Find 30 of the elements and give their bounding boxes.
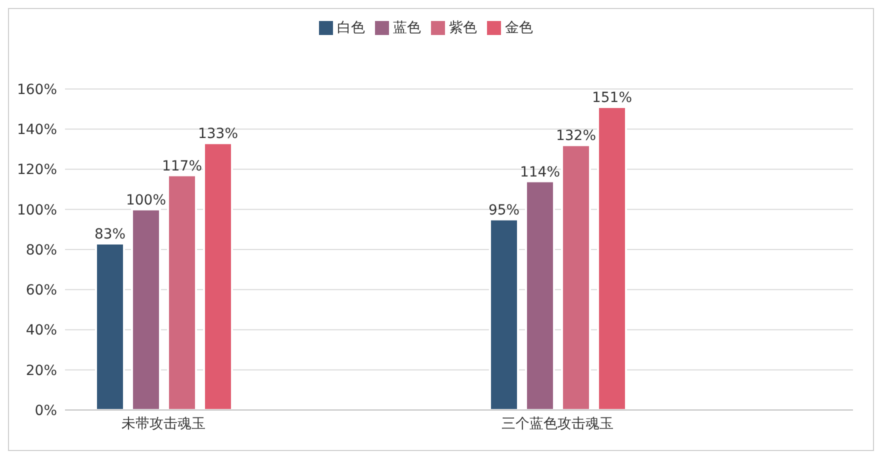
legend-label: 金色: [505, 20, 533, 36]
data-label: 100%: [126, 192, 166, 208]
bar: [525, 180, 555, 410]
bar: [489, 218, 519, 410]
y-tick-label: 160%: [16, 82, 57, 98]
data-label: 117%: [162, 158, 202, 174]
x-tick-label: 三个蓝色攻击魂玉: [502, 416, 614, 432]
bar: [561, 144, 591, 410]
data-label: 132%: [556, 128, 596, 144]
legend-label: 白色: [337, 20, 365, 36]
legend-label: 蓝色: [393, 20, 421, 36]
data-label: 151%: [592, 90, 632, 106]
bar: [597, 106, 627, 410]
y-tick-label: 20%: [26, 362, 57, 379]
data-label: 133%: [198, 126, 238, 142]
y-tick-label: 120%: [16, 162, 57, 178]
y-tick-label: 40%: [26, 322, 57, 339]
bar: [131, 208, 161, 410]
data-label: 83%: [94, 226, 126, 242]
x-tick-label: 未带攻击魂玉: [122, 416, 206, 432]
y-tick-label: 100%: [16, 202, 57, 218]
y-tick-label: 80%: [26, 242, 57, 258]
bar: [203, 142, 233, 410]
y-tick-label: 140%: [16, 122, 57, 138]
bar: [167, 174, 197, 410]
y-tick-label: 0%: [34, 402, 57, 419]
legend-label: 紫色: [449, 20, 477, 36]
data-label: 114%: [520, 164, 560, 180]
y-tick-label: 60%: [26, 282, 57, 299]
data-label: 95%: [488, 202, 520, 218]
